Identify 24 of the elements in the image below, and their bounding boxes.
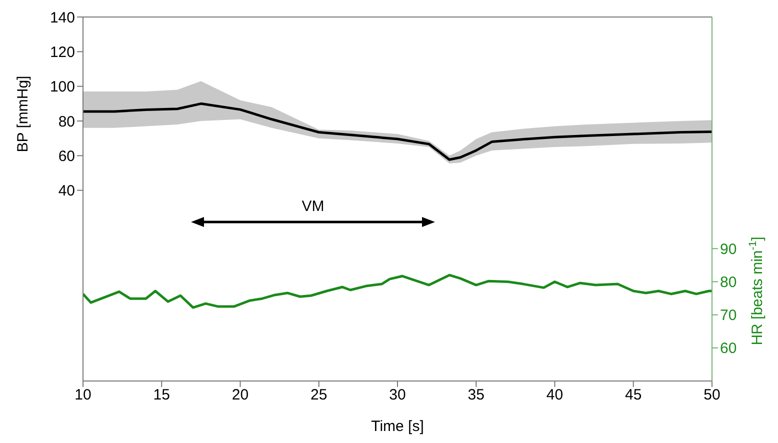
annotation: VM <box>302 198 324 215</box>
y-axis-title: BP [mmHg] <box>14 76 32 152</box>
y-tick-label: 80 <box>58 113 75 130</box>
x-tick-label: 10 <box>74 386 92 404</box>
x-tick-label: 25 <box>310 386 328 404</box>
y-tick-label: 100 <box>50 78 75 96</box>
x-tick-label: 45 <box>625 386 642 404</box>
x-tick-label: 15 <box>153 386 170 404</box>
y-tick-label: 140 <box>50 9 75 26</box>
x-tick-label: 20 <box>232 386 249 404</box>
y2-tick-label: 90 <box>720 240 737 258</box>
x-tick-label: 50 <box>704 386 720 404</box>
x-tick-label: 35 <box>468 386 484 404</box>
line-series <box>83 274 712 309</box>
y2-tick-label: 80 <box>720 274 737 292</box>
x-axis-title: Time [s] <box>371 418 424 435</box>
y-tick-label: 60 <box>58 148 75 165</box>
x-tick-label: 40 <box>546 386 564 404</box>
y2-tick-label: 60 <box>720 340 737 358</box>
line-series <box>83 102 712 161</box>
y2-tick-label: 70 <box>720 307 737 324</box>
y-tick-label: 40 <box>58 182 75 200</box>
y-tick-label: 120 <box>50 44 75 61</box>
x-tick-label: 30 <box>389 386 406 404</box>
